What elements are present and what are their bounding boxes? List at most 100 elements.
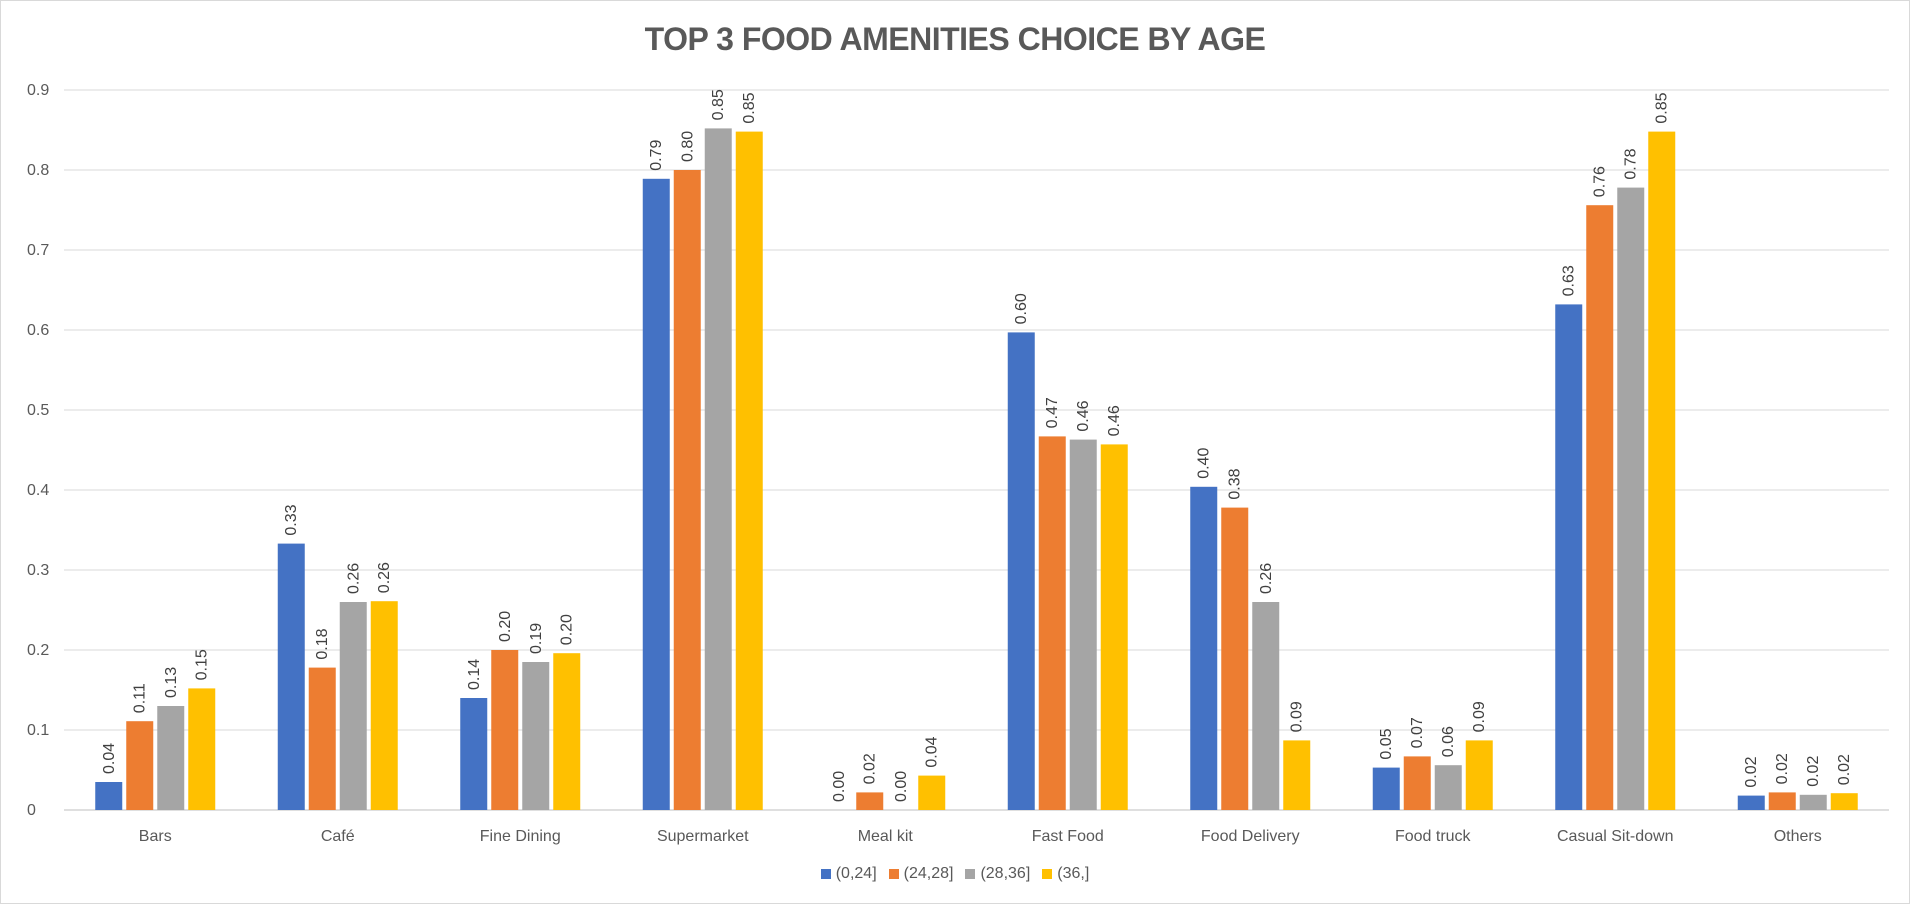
bar xyxy=(1555,304,1583,810)
data-label: 0.15 xyxy=(194,649,211,680)
legend-item: (24,28] xyxy=(888,865,954,883)
bar xyxy=(308,667,336,810)
data-label: 0.60 xyxy=(1013,293,1030,324)
bar xyxy=(1586,205,1614,810)
bar xyxy=(491,650,519,810)
y-tick-label: 0.8 xyxy=(27,162,49,179)
bar xyxy=(918,775,946,810)
data-label: 0.07 xyxy=(1409,717,1426,748)
bar xyxy=(553,653,581,810)
data-label: 0.79 xyxy=(648,140,665,171)
data-label: 0.26 xyxy=(376,562,393,593)
bar xyxy=(1648,131,1676,811)
data-label: 0.02 xyxy=(862,753,879,784)
bar xyxy=(95,782,123,810)
bar xyxy=(704,128,732,810)
bar xyxy=(522,662,550,810)
data-label: 0.40 xyxy=(1196,448,1213,479)
data-label: 0.26 xyxy=(345,563,362,594)
bar xyxy=(1069,439,1097,810)
data-label: 0.02 xyxy=(1805,756,1822,787)
bar xyxy=(277,543,305,810)
legend-label: (28,36] xyxy=(980,865,1031,882)
category-label: Café xyxy=(321,828,355,845)
bar xyxy=(1403,756,1431,810)
data-label: 0.46 xyxy=(1075,400,1092,431)
y-tick-label: 0.2 xyxy=(27,642,49,659)
category-label: Casual Sit-down xyxy=(1557,828,1674,845)
bar xyxy=(1799,794,1827,810)
legend-item: (0,24] xyxy=(820,865,877,883)
legend-label: (36,] xyxy=(1057,865,1090,882)
bar xyxy=(126,721,154,810)
data-label: 0.85 xyxy=(741,92,758,123)
bar xyxy=(1252,602,1280,810)
bar xyxy=(856,792,884,810)
y-tick-label: 0 xyxy=(27,802,36,819)
bar xyxy=(1465,740,1493,810)
bar xyxy=(1190,486,1218,810)
bar xyxy=(1221,507,1249,810)
data-label: 0.04 xyxy=(101,743,118,774)
data-label: 0.33 xyxy=(283,504,300,535)
bar xyxy=(370,601,398,810)
legend-swatch xyxy=(820,869,831,879)
bar xyxy=(1737,795,1765,810)
y-tick-label: 0.4 xyxy=(27,482,49,499)
data-label: 0.80 xyxy=(679,131,696,162)
legend-swatch xyxy=(1042,869,1053,879)
data-label: 0.63 xyxy=(1561,265,1578,296)
data-label: 0.47 xyxy=(1044,397,1061,428)
bar xyxy=(1768,792,1796,810)
legend-swatch xyxy=(888,869,899,879)
data-label: 0.11 xyxy=(132,683,149,713)
category-label: Meal kit xyxy=(858,828,914,845)
legend: (0,24] (24,28] (28,36] (36,] xyxy=(1,865,1909,884)
data-label: 0.26 xyxy=(1258,563,1275,594)
data-label: 0.00 xyxy=(893,771,910,802)
data-label: 0.04 xyxy=(924,736,941,767)
bar xyxy=(157,706,185,810)
data-label: 0.13 xyxy=(163,667,180,698)
category-label: Fast Food xyxy=(1032,828,1104,845)
y-tick-label: 0.3 xyxy=(27,562,49,579)
legend-label: (24,28] xyxy=(903,865,954,882)
data-label: 0.85 xyxy=(710,89,727,120)
data-label: 0.05 xyxy=(1378,728,1395,759)
data-label: 0.19 xyxy=(528,623,545,654)
y-tick-label: 0.6 xyxy=(27,322,49,339)
data-label: 0.09 xyxy=(1289,701,1306,732)
data-label: 0.46 xyxy=(1106,405,1123,436)
bar xyxy=(673,170,701,810)
bar xyxy=(460,698,488,810)
data-label: 0.06 xyxy=(1440,726,1457,757)
bar xyxy=(339,602,367,810)
data-label: 0.02 xyxy=(1743,756,1760,787)
data-label: 0.78 xyxy=(1623,148,1640,179)
data-label: 0.18 xyxy=(314,628,331,659)
bar xyxy=(1038,436,1066,810)
bar xyxy=(1617,187,1645,811)
data-label: 0.09 xyxy=(1471,701,1488,732)
bar xyxy=(1283,740,1311,810)
legend-item: (36,] xyxy=(1042,865,1089,883)
bar xyxy=(1100,444,1128,810)
data-label: 0.00 xyxy=(831,771,848,802)
category-label: Supermarket xyxy=(657,828,749,845)
data-label: 0.02 xyxy=(1836,754,1853,785)
legend-item: (28,36] xyxy=(965,865,1030,883)
data-label: 0.20 xyxy=(559,614,576,645)
data-label: 0.14 xyxy=(466,659,483,690)
data-label: 0.76 xyxy=(1592,166,1609,197)
bar xyxy=(188,688,216,810)
data-label: 0.85 xyxy=(1654,92,1671,123)
y-tick-label: 0.9 xyxy=(27,82,49,99)
chart-title: TOP 3 FOOD AMENITIES CHOICE BY AGE xyxy=(644,21,1266,57)
data-label: 0.38 xyxy=(1227,468,1244,499)
data-label: 0.02 xyxy=(1774,753,1791,784)
data-label: 0.20 xyxy=(497,611,514,642)
y-tick-label: 0.7 xyxy=(27,242,49,259)
bar xyxy=(1372,767,1400,810)
category-label: Food Delivery xyxy=(1201,828,1300,845)
